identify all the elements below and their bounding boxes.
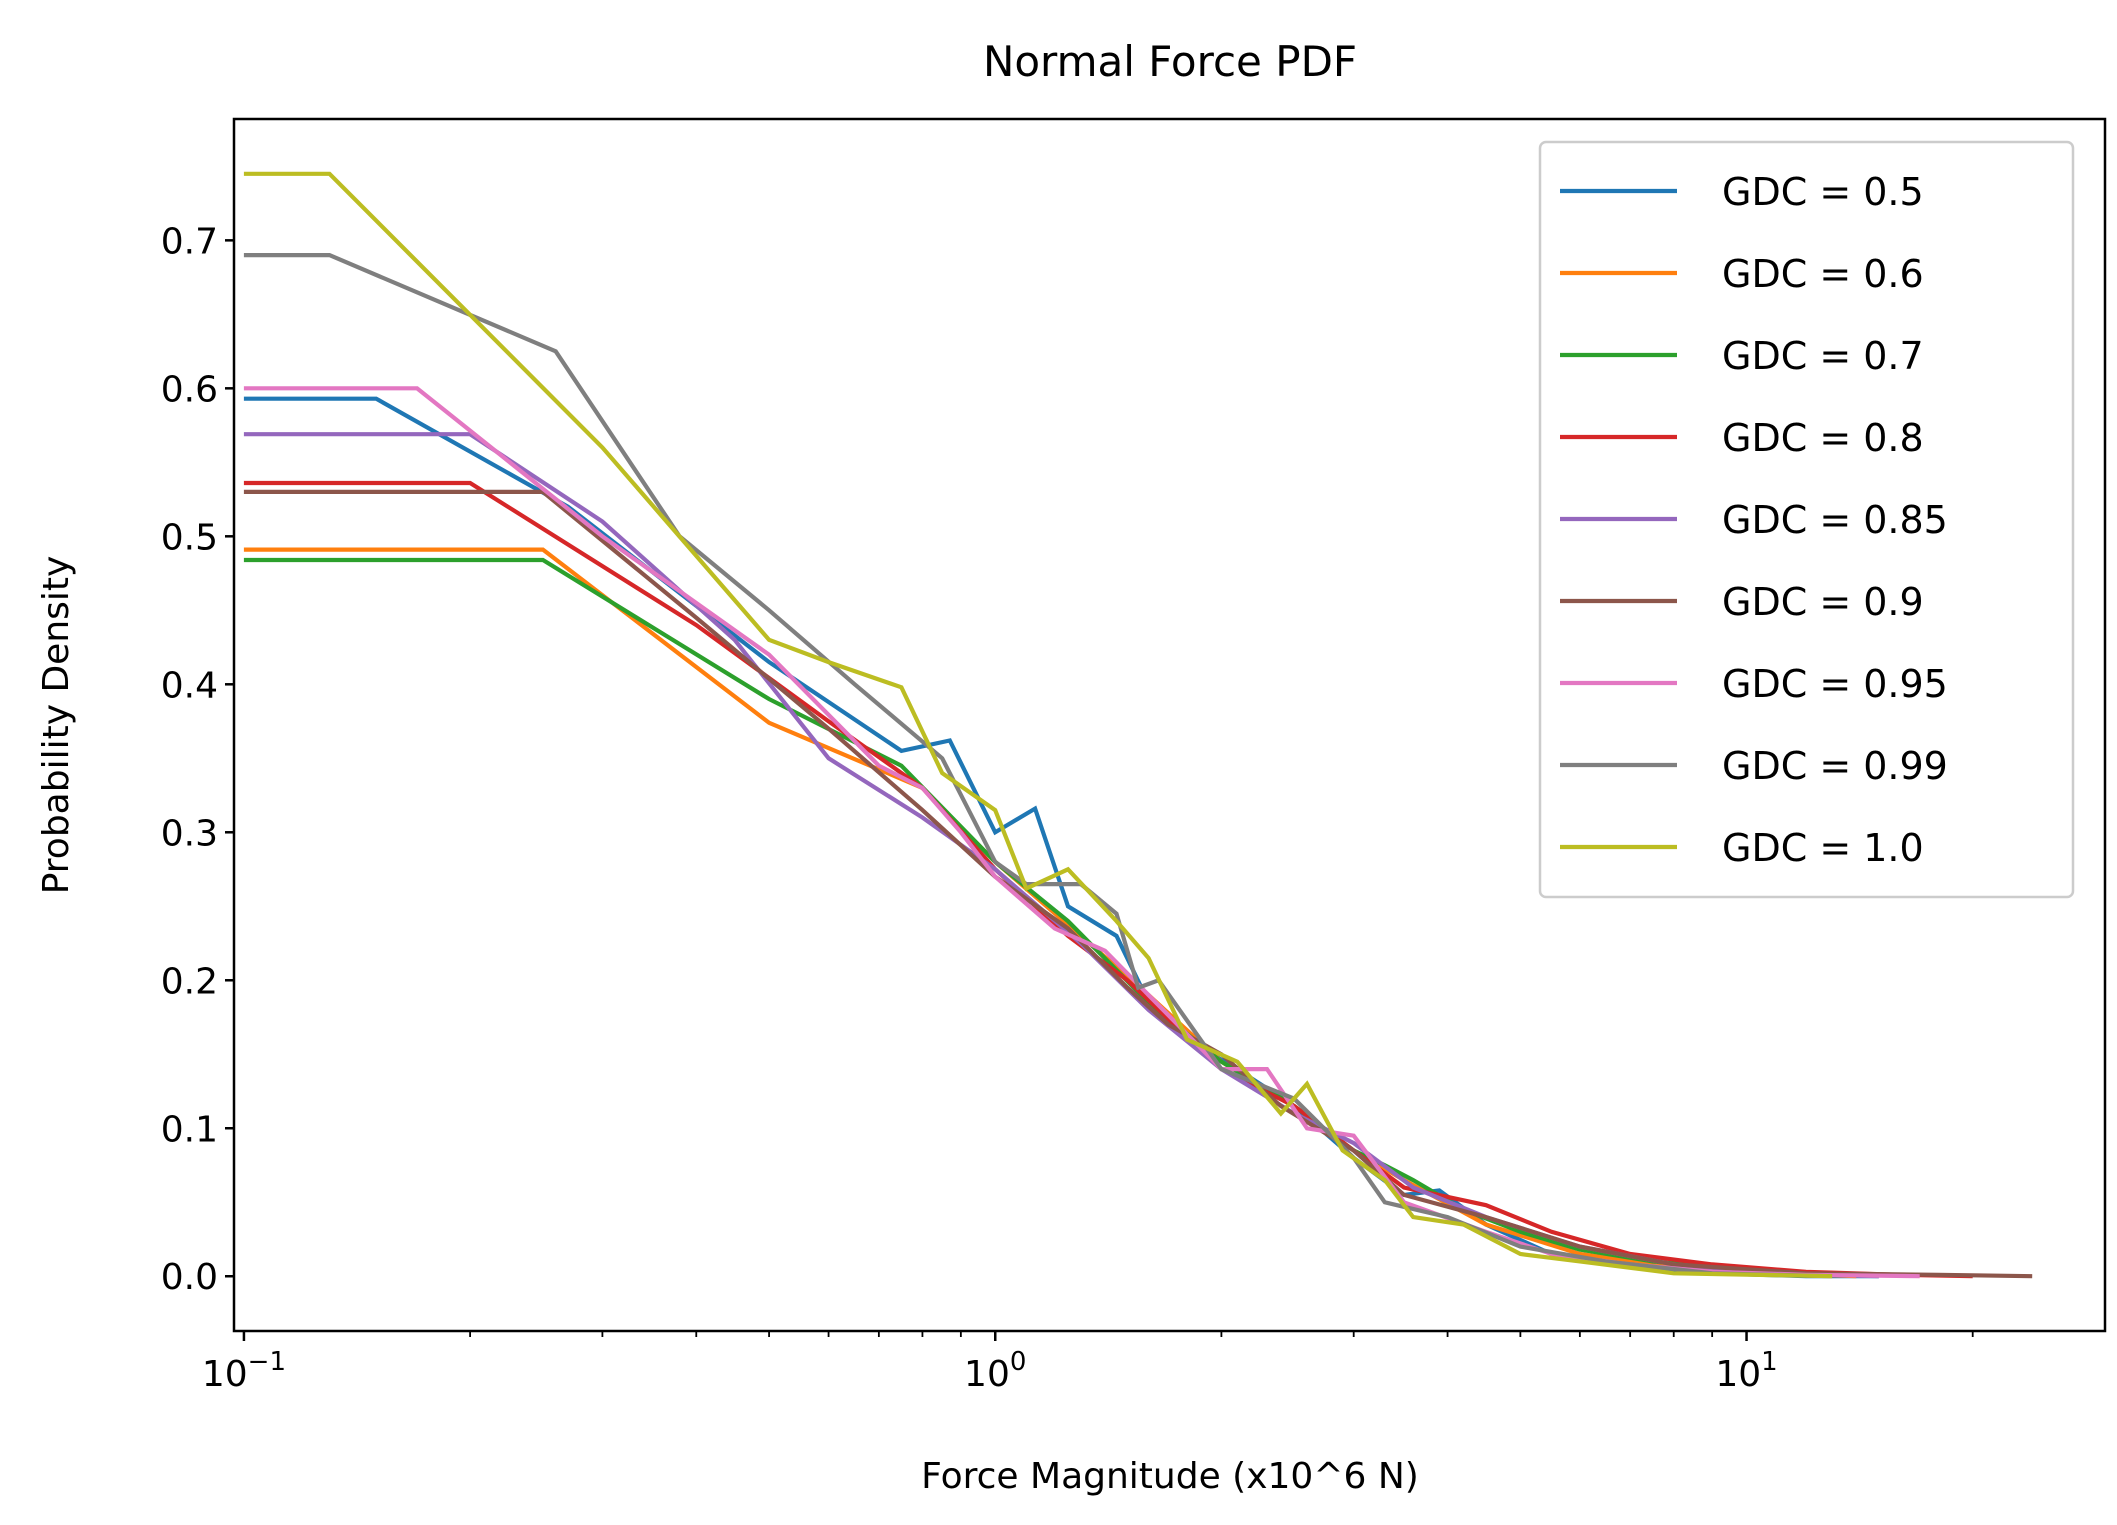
x-tick-label: 10−1	[202, 1347, 286, 1395]
y-tick-label: 0.0	[161, 1257, 218, 1298]
series-line-gdc-1-0	[243, 171, 1833, 1279]
legend-label-gdc-0-8: GDC = 0.8	[1722, 416, 1924, 460]
chart-title: Normal Force PDF	[983, 37, 1357, 86]
legend-label-gdc-0-7: GDC = 0.7	[1722, 334, 1924, 378]
legend-label-gdc-0-85: GDC = 0.85	[1722, 498, 1948, 542]
series-lines	[243, 171, 2033, 1279]
legend-label-gdc-0-5: GDC = 0.5	[1722, 170, 1924, 214]
x-tick-label: 100	[964, 1347, 1026, 1395]
y-tick-label: 0.5	[161, 517, 218, 558]
axis-ticks: 0.0 0.1 0.2 0.3 0.4 0.5 0.6 0.7 10−1 100 101	[161, 221, 1974, 1395]
legend-label-gdc-1-0: GDC = 1.0	[1722, 826, 1924, 870]
legend-label-gdc-0-95: GDC = 0.95	[1722, 662, 1948, 706]
legend-label-gdc-0-99: GDC = 0.99	[1722, 744, 1948, 788]
y-tick-label: 0.6	[161, 369, 218, 410]
x-axis-label: Force Magnitude (x10^6 N)	[921, 1456, 1419, 1497]
legend-box	[1538, 140, 2075, 899]
y-tick-label: 0.2	[161, 961, 218, 1002]
series-line-gdc-0-99	[243, 253, 1833, 1279]
legend: GDC = 0.5 GDC = 0.6 GDC = 0.7 GDC = 0.8 GDC …	[1538, 140, 2075, 899]
x-tick-label: 101	[1715, 1347, 1777, 1395]
legend-label-gdc-0-9: GDC = 0.9	[1722, 580, 1924, 624]
y-tick-label: 0.3	[161, 813, 218, 854]
y-tick-label: 0.4	[161, 665, 218, 706]
legend-label-gdc-0-6: GDC = 0.6	[1722, 252, 1924, 296]
y-axis-label: Probability Density	[36, 556, 77, 895]
plot-frame	[232, 117, 2107, 1333]
y-tick-label: 0.1	[161, 1109, 218, 1150]
y-tick-label: 0.7	[161, 221, 218, 262]
